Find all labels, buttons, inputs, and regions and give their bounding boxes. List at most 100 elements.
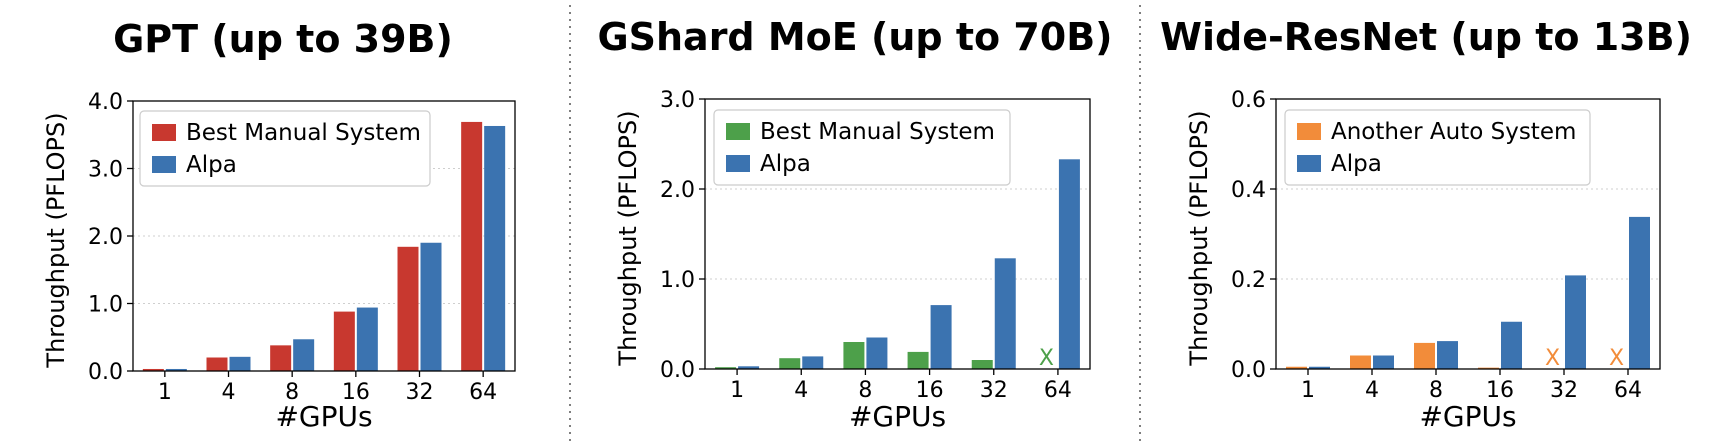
bar-alpa — [1501, 321, 1522, 369]
chart-panel-1: GPT (up to 39B) 0.0 1.0 2.0 3.0 4.0 1 4 8 16 32 64 #… — [42, 17, 516, 433]
x-tick-label: 32 — [1550, 378, 1578, 403]
bar-another-auto-system — [1286, 366, 1307, 369]
legend-swatch — [1297, 123, 1321, 140]
bar-best-manual-system — [333, 311, 355, 371]
y-tick-label: 0.2 — [1231, 268, 1266, 293]
y-tick-label: 4.0 — [88, 90, 123, 115]
legend-label: Best Manual System — [186, 120, 421, 146]
legend: Best Manual System Alpa — [139, 110, 431, 187]
bar-another-auto-system — [1478, 367, 1499, 369]
x-tick-label: 8 — [858, 378, 872, 403]
x-tick-label: 8 — [285, 380, 299, 405]
fail-marker: X — [1039, 346, 1054, 371]
y-tick-label: 2.0 — [660, 178, 695, 203]
legend-swatch — [1297, 155, 1321, 172]
bar-alpa — [1565, 275, 1586, 369]
y-tick-label: 0.0 — [1231, 358, 1266, 383]
bar-best-manual-system — [270, 345, 292, 371]
x-axis-label: #GPUs — [1419, 400, 1516, 433]
x-tick-label: 64 — [1614, 378, 1642, 403]
legend-label: Alpa — [1331, 151, 1382, 177]
x-tick-label: 1 — [158, 380, 172, 405]
x-tick-label: 1 — [730, 378, 744, 403]
bar-alpa — [1629, 216, 1650, 369]
legend-swatch — [152, 156, 176, 173]
chart-title: GPT (up to 39B) — [113, 17, 453, 61]
x-tick-label: 1 — [1301, 378, 1315, 403]
y-axis-label: Throughput (PFLOPS) — [614, 110, 642, 366]
legend-box — [713, 109, 1011, 186]
bar-best-manual-system — [206, 357, 228, 371]
x-tick-label: 4 — [1365, 378, 1379, 403]
x-tick-label: 32 — [980, 378, 1008, 403]
legend-swatch — [152, 124, 176, 141]
x-tick-label: 16 — [916, 378, 944, 403]
y-axis-label: Throughput (PFLOPS) — [1185, 110, 1213, 366]
y-tick-label: 0.4 — [1231, 178, 1266, 203]
bar-another-auto-system — [1414, 342, 1435, 369]
legend-swatch — [726, 123, 750, 140]
bar-best-manual-system — [397, 246, 419, 371]
bar-alpa — [1309, 366, 1330, 369]
fail-marker: X — [1609, 346, 1624, 371]
x-tick-label: 4 — [222, 380, 236, 405]
bar-alpa — [484, 125, 506, 371]
chart-title: Wide-ResNet (up to 13B) — [1160, 15, 1692, 59]
bar-another-auto-system — [1350, 355, 1371, 369]
bar-best-manual-system — [142, 368, 164, 371]
plot-frame — [704, 98, 1091, 370]
x-axis-label: #GPUs — [849, 400, 946, 433]
bar-alpa — [1373, 355, 1394, 369]
legend-swatch — [726, 155, 750, 172]
y-tick-label: 0.0 — [660, 358, 695, 383]
bar-alpa — [1058, 159, 1080, 369]
bar-best-manual-system — [843, 342, 865, 369]
legend: Another Auto System Alpa — [1284, 109, 1591, 186]
legend-box — [139, 110, 431, 187]
x-tick-label: 64 — [469, 380, 497, 405]
legend-box — [1284, 109, 1591, 186]
bar-alpa — [1437, 341, 1458, 369]
bar-best-manual-system — [715, 367, 737, 369]
y-axis-label: Throughput (PFLOPS) — [42, 112, 70, 368]
x-tick-label: 16 — [1486, 378, 1514, 403]
legend-label: Alpa — [186, 152, 237, 178]
bar-alpa — [738, 366, 760, 369]
y-tick-label: 0.0 — [88, 360, 123, 385]
legend: Best Manual System Alpa — [713, 109, 1011, 186]
bar-alpa — [994, 258, 1016, 369]
legend-label: Alpa — [760, 151, 811, 177]
x-tick-label: 16 — [342, 380, 370, 405]
bar-alpa — [293, 339, 315, 371]
x-tick-label: 32 — [406, 380, 434, 405]
bar-alpa — [420, 242, 442, 371]
x-tick-label: 4 — [794, 378, 808, 403]
chart-panel-2: GShard MoE (up to 70B) X 0.0 1.0 2.0 3.0 1 4 8 16… — [597, 15, 1112, 433]
legend-label: Best Manual System — [760, 119, 995, 145]
x-axis-label: #GPUs — [275, 400, 372, 433]
y-tick-label: 0.6 — [1231, 88, 1266, 113]
y-tick-label: 3.0 — [660, 88, 695, 113]
bar-best-manual-system — [461, 121, 483, 371]
bar-alpa — [866, 337, 888, 369]
fail-marker: X — [1545, 346, 1560, 371]
y-tick-label: 2.0 — [88, 225, 123, 250]
y-tick-label: 3.0 — [88, 158, 123, 183]
bar-best-manual-system — [971, 360, 993, 369]
y-tick-label: 1.0 — [660, 268, 695, 293]
x-tick-label: 64 — [1044, 378, 1072, 403]
bar-alpa — [165, 368, 187, 371]
bar-alpa — [930, 305, 952, 369]
chart-title: GShard MoE (up to 70B) — [597, 15, 1112, 59]
plot-frame — [1275, 98, 1661, 370]
chart-panel-3: Wide-ResNet (up to 13B) X X 0.0 0.2 0.4 0.6 1 4 8… — [1160, 15, 1692, 433]
bar-alpa — [356, 307, 378, 371]
y-tick-label: 1.0 — [88, 293, 123, 318]
x-tick-label: 8 — [1429, 378, 1443, 403]
bar-best-manual-system — [907, 351, 929, 369]
bar-best-manual-system — [779, 358, 801, 369]
bar-alpa — [802, 356, 824, 369]
legend-label: Another Auto System — [1331, 119, 1576, 145]
bar-alpa — [229, 356, 251, 371]
